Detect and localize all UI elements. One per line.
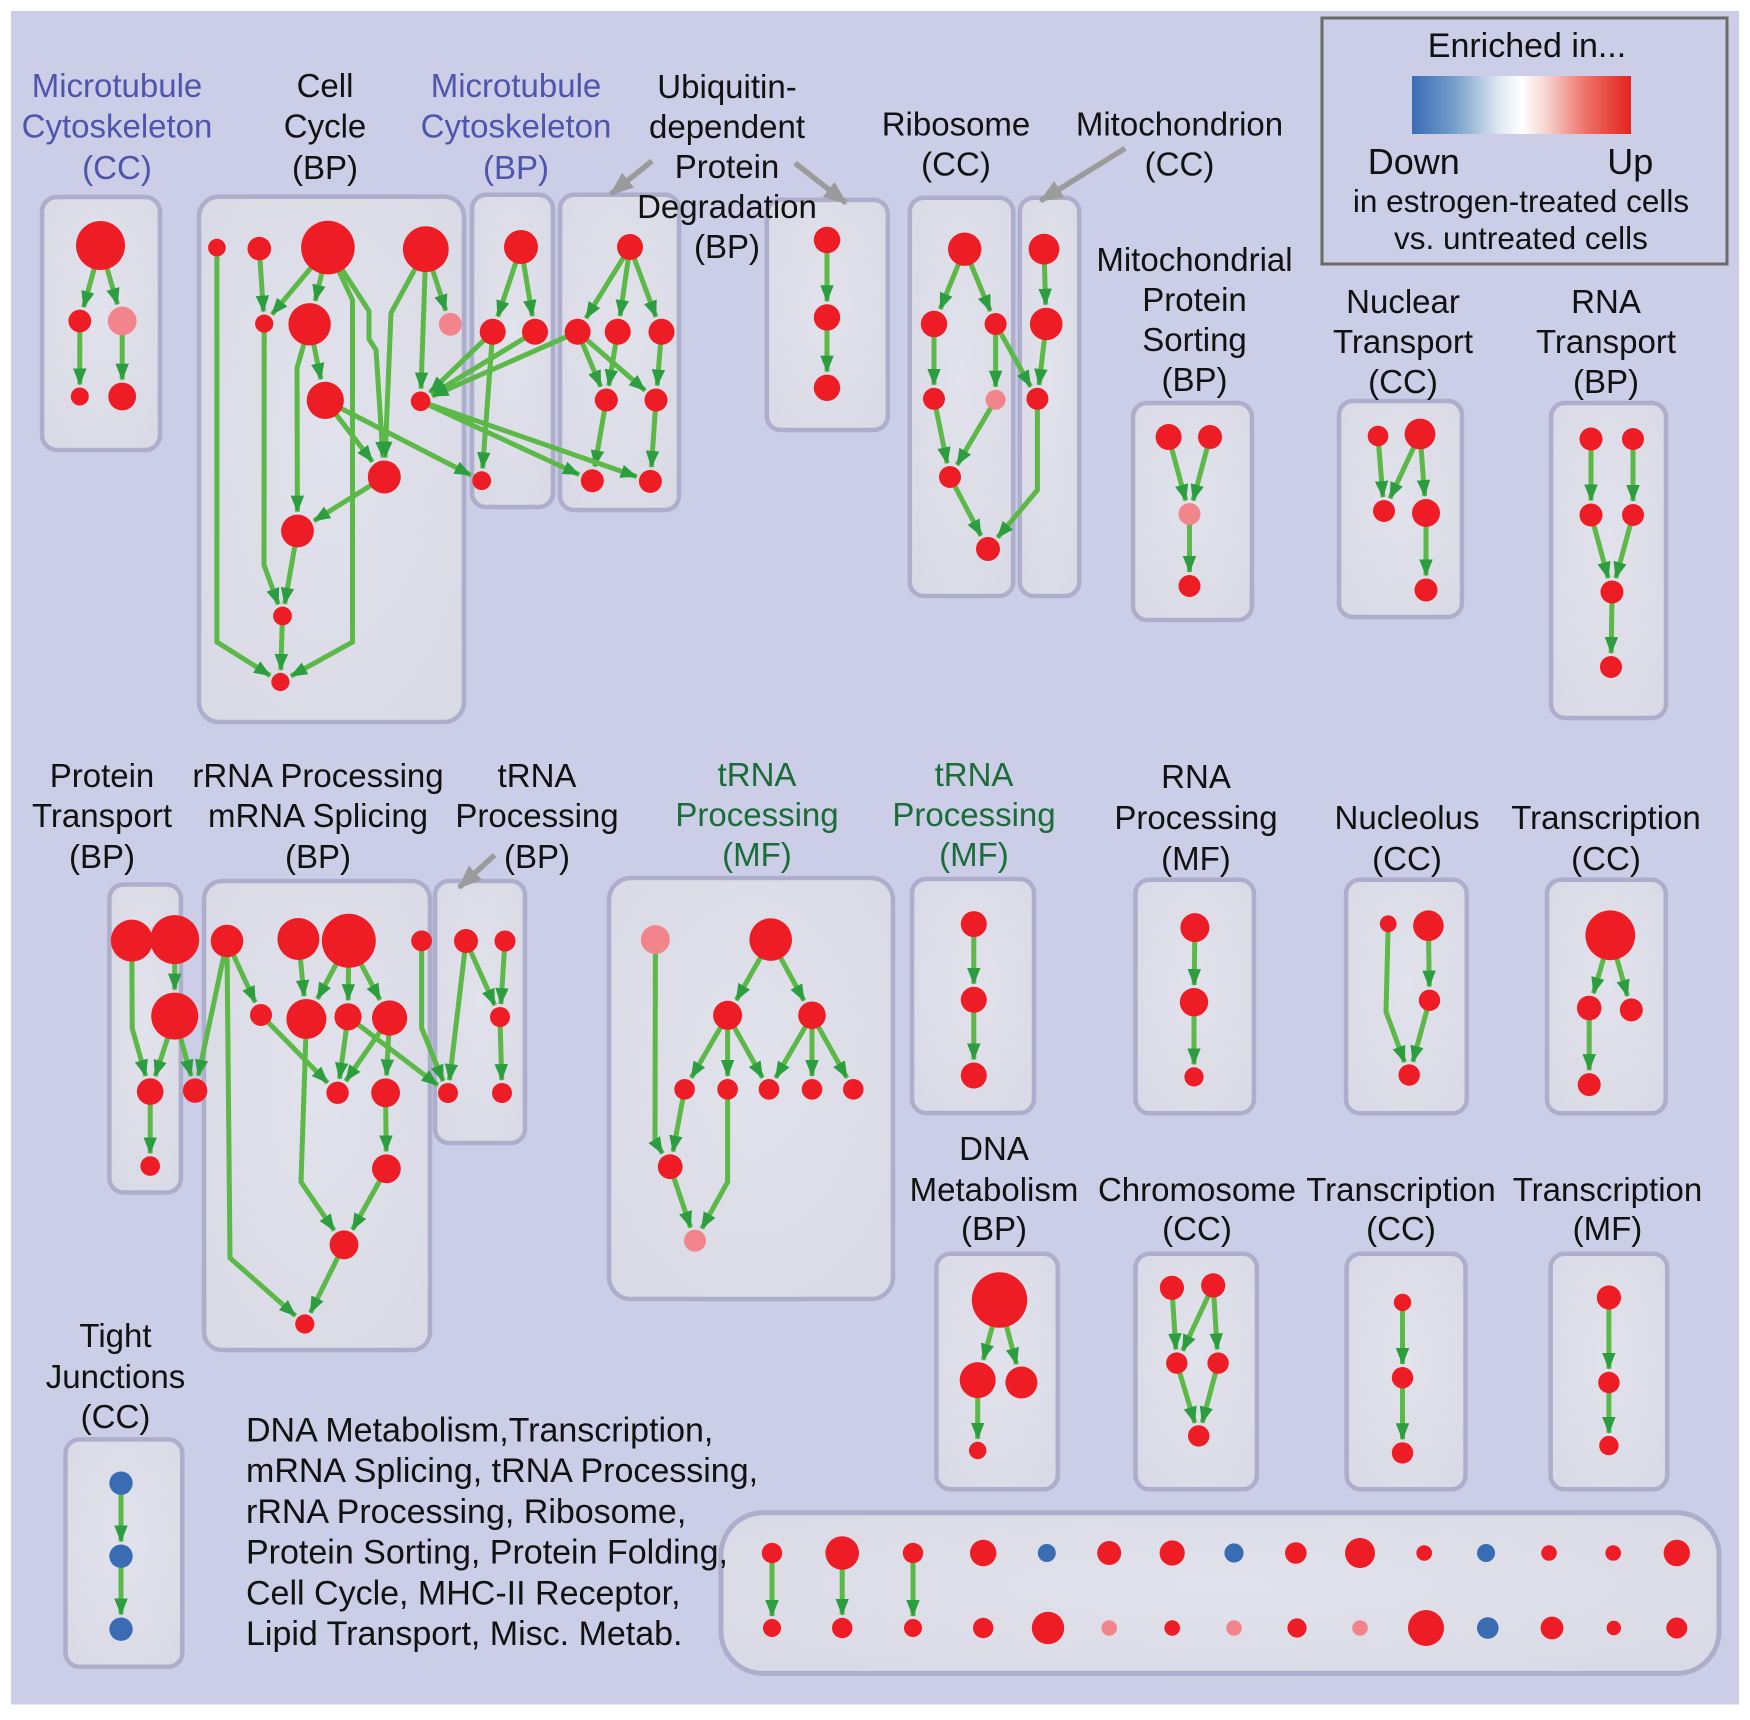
svg-text:Transport: Transport — [32, 797, 172, 834]
svg-text:(BP): (BP) — [961, 1210, 1027, 1247]
svg-text:Protein: Protein — [1142, 281, 1247, 318]
svg-text:Tight: Tight — [79, 1317, 151, 1354]
svg-text:(BP): (BP) — [694, 228, 760, 265]
svg-text:(BP): (BP) — [1573, 363, 1639, 400]
svg-text:rRNA Processing, Ribosome,: rRNA Processing, Ribosome, — [246, 1493, 686, 1531]
svg-text:Protein: Protein — [675, 148, 780, 185]
svg-text:(MF): (MF) — [1573, 1210, 1643, 1247]
svg-text:Microtubule: Microtubule — [32, 67, 203, 104]
svg-text:Protein: Protein — [50, 757, 155, 794]
svg-text:(BP): (BP) — [285, 838, 351, 875]
svg-text:Mitochondrial: Mitochondrial — [1096, 241, 1292, 278]
svg-text:(BP): (BP) — [292, 149, 358, 186]
svg-text:Transport: Transport — [1333, 323, 1473, 360]
svg-text:mRNA Splicing: mRNA Splicing — [208, 797, 428, 834]
svg-text:tRNA: tRNA — [498, 757, 577, 794]
svg-text:Cytoskeleton: Cytoskeleton — [22, 108, 213, 145]
svg-text:Processing: Processing — [892, 796, 1055, 833]
svg-text:Cell Cycle, MHC-II Receptor,: Cell Cycle, MHC-II Receptor, — [246, 1574, 681, 1612]
svg-text:(CC): (CC) — [1366, 1210, 1436, 1247]
svg-text:(MF): (MF) — [1161, 840, 1231, 877]
svg-text:(BP): (BP) — [69, 838, 135, 875]
svg-text:tRNA: tRNA — [935, 756, 1014, 793]
svg-text:in estrogen-treated cells: in estrogen-treated cells — [1353, 183, 1689, 219]
svg-text:Transcription: Transcription — [1511, 799, 1701, 836]
svg-text:(CC): (CC) — [1162, 1210, 1232, 1247]
svg-text:Transcription: Transcription — [1513, 1171, 1703, 1208]
svg-text:vs. untreated cells: vs. untreated cells — [1394, 220, 1648, 256]
svg-text:DNA Metabolism,Transcription,: DNA Metabolism,Transcription, — [246, 1412, 713, 1450]
svg-text:Sorting: Sorting — [1142, 321, 1247, 358]
svg-text:Cell: Cell — [297, 67, 354, 104]
svg-text:(BP): (BP) — [1162, 361, 1228, 398]
svg-text:Down: Down — [1368, 141, 1460, 182]
svg-text:Cytoskeleton: Cytoskeleton — [421, 108, 612, 145]
svg-text:rRNA Processing: rRNA Processing — [192, 757, 443, 794]
svg-text:RNA: RNA — [1161, 758, 1231, 795]
svg-text:(CC): (CC) — [81, 1398, 151, 1435]
svg-text:Chromosome: Chromosome — [1098, 1171, 1296, 1208]
svg-text:Enriched in...: Enriched in... — [1428, 27, 1626, 65]
svg-text:(CC): (CC) — [1368, 363, 1438, 400]
svg-text:Up: Up — [1607, 141, 1653, 182]
svg-text:(MF): (MF) — [939, 836, 1009, 873]
svg-text:(BP): (BP) — [504, 838, 570, 875]
svg-text:tRNA: tRNA — [718, 756, 797, 793]
svg-text:(CC): (CC) — [921, 146, 991, 183]
svg-text:(CC): (CC) — [1145, 146, 1215, 183]
svg-text:Processing: Processing — [675, 796, 838, 833]
svg-text:(MF): (MF) — [722, 836, 792, 873]
svg-text:Junctions: Junctions — [46, 1358, 185, 1395]
svg-text:DNA: DNA — [959, 1130, 1029, 1167]
svg-text:Lipid Transport, Misc. Metab.: Lipid Transport, Misc. Metab. — [246, 1615, 683, 1653]
svg-text:Degradation: Degradation — [637, 188, 817, 225]
svg-text:Mitochondrion: Mitochondrion — [1076, 106, 1283, 143]
svg-text:Transport: Transport — [1536, 323, 1676, 360]
svg-text:Nuclear: Nuclear — [1346, 283, 1460, 320]
svg-text:Nucleolus: Nucleolus — [1335, 799, 1480, 836]
svg-text:(BP): (BP) — [483, 149, 549, 186]
svg-text:Processing: Processing — [1114, 799, 1277, 836]
svg-text:(CC): (CC) — [1372, 840, 1442, 877]
svg-text:Ribosome: Ribosome — [882, 106, 1031, 143]
svg-text:RNA: RNA — [1571, 283, 1641, 320]
svg-text:Protein Sorting, Protein Foldi: Protein Sorting, Protein Folding, — [246, 1534, 728, 1572]
svg-text:mRNA Splicing, tRNA Processing: mRNA Splicing, tRNA Processing, — [246, 1452, 758, 1490]
svg-text:(CC): (CC) — [1571, 840, 1641, 877]
svg-text:Metabolism: Metabolism — [910, 1171, 1079, 1208]
svg-text:Cycle: Cycle — [284, 108, 367, 145]
svg-text:Transcription: Transcription — [1306, 1171, 1496, 1208]
svg-text:dependent: dependent — [649, 108, 805, 145]
svg-text:Processing: Processing — [455, 797, 618, 834]
svg-text:Ubiquitin-: Ubiquitin- — [657, 68, 796, 105]
svg-text:Microtubule: Microtubule — [431, 67, 602, 104]
svg-text:(CC): (CC) — [82, 149, 152, 186]
